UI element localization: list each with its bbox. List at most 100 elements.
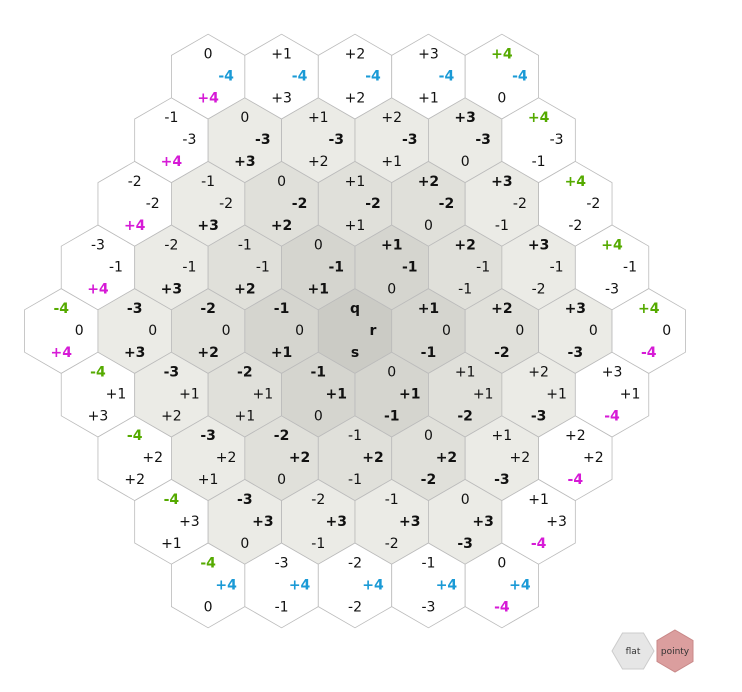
flat-toggle-button[interactable]: flat [611,632,655,670]
r-coordinate-label: -1 [550,259,564,275]
s-coordinate-label: -4 [568,472,584,488]
q-coordinate-label: 0 [277,174,286,190]
q-coordinate-label: -3 [237,492,253,508]
hex-cell: -2-2+4 [97,160,172,247]
r-coordinate-label: -1 [476,259,490,275]
q-coordinate-label: +2 [381,110,402,126]
q-coordinate-label: -2 [237,365,253,381]
s-coordinate-label: +2 [197,345,218,361]
s-coordinate-label: -3 [494,472,510,488]
q-coordinate-label: +4 [601,237,623,253]
r-coordinate-label: -2 [219,196,233,212]
q-coordinate-label: -2 [200,301,216,317]
hex-cell: -1+3-2 [354,478,429,565]
r-coordinate-label: -4 [512,69,528,85]
s-coordinate-label: -4 [531,536,547,552]
s-coordinate-label: 0 [461,154,470,170]
q-coordinate-label: 0 [424,428,433,444]
q-coordinate-label: +2 [454,237,475,253]
r-coordinate-label: +1 [399,387,420,403]
q-coordinate-label: -3 [127,301,143,317]
flat-hexagon-icon [611,632,655,670]
s-coordinate-label: +1 [418,91,439,107]
r-coordinate-label: 0 [515,323,524,339]
r-coordinate-label: +1 [326,387,347,403]
s-coordinate-label: -1 [384,409,400,425]
hex-cell: +1-4+3 [244,33,319,120]
s-coordinate-label: +4 [161,154,183,170]
r-coordinate-label: 0 [442,323,451,339]
r-coordinate-label: +2 [510,450,531,466]
q-coordinate-label: +3 [454,110,475,126]
r-coordinate-label: -3 [402,132,418,148]
q-coordinate-label: -2 [348,555,362,571]
s-coordinate-label: -4 [494,599,510,615]
r-coordinate-label: +1 [620,387,641,403]
hex-cell: +2 -4 +2 [317,33,393,120]
hex-cell: +2 +1 -3 [501,351,576,438]
pointy-toggle-button[interactable]: pointy [656,629,694,673]
r-coordinate-label: -2 [292,196,308,212]
r-coordinate-label: 0 [295,323,304,339]
r-coordinate-label: +1 [546,387,567,403]
s-coordinate-label: -2 [385,536,399,552]
q-coordinate-label: +1 [455,365,476,381]
q-coordinate-label: 0 [497,555,506,571]
q-coordinate-label: 0 [314,237,323,253]
hex-cell: -3+4-1 [244,542,319,629]
s-coordinate-label: -2 [421,472,437,488]
r-coordinate-label: -1 [623,259,637,275]
hex-cell: -3 0+3 [97,288,172,374]
q-coordinate-label: -3 [164,365,180,381]
hex-cell: +4-1-3 [574,224,650,311]
q-coordinate-label: +3 [491,174,512,190]
r-coordinate-label: 0 [75,323,84,339]
s-coordinate-label: 0 [204,599,213,615]
s-coordinate-label: -3 [421,599,435,615]
r-coordinate-label: -1 [182,259,196,275]
s-coordinate-label: +2 [161,409,182,425]
s-coordinate-label: +3 [88,409,109,425]
r-coordinate-label: 0 [148,323,157,339]
q-coordinate-label: -3 [275,555,289,571]
q-coordinate-label: +1 [345,174,366,190]
r-coordinate-label: +2 [362,450,383,466]
q-coordinate-label: +4 [528,110,550,126]
s-coordinate-label: -1 [458,281,472,297]
q-coordinate-label: +1 [381,237,402,253]
q-coordinate-label: 0 [240,110,249,126]
s-coordinate-label: 0 [240,536,249,552]
hex-cell: +1 +3 -4 [501,478,576,565]
q-coordinate-label: 0 [387,365,396,381]
r-coordinate-label: +2 [142,450,163,466]
s-coordinate-label: +3 [234,154,255,170]
pointy-hexagon-icon [656,629,694,673]
s-coordinate-label: +1 [308,281,329,297]
r-coordinate-label: -2 [586,196,600,212]
r-coordinate-label: -1 [402,259,418,275]
s-coordinate-label: s [351,345,359,361]
r-coordinate-label: -1 [109,259,123,275]
hex-shape [611,288,686,374]
r-coordinate-label: +1 [473,387,494,403]
hex-cell: -3 +30 [207,478,282,565]
q-coordinate-label: -1 [201,174,215,190]
s-coordinate-label: -3 [568,345,584,361]
q-coordinate-label: -4 [200,555,216,571]
q-coordinate-label: -3 [91,237,105,253]
r-coordinate-label: +3 [472,514,493,530]
hex-cell: -3-1+4 [60,224,136,311]
r-coordinate-label: +1 [106,387,127,403]
q-coordinate-label: -1 [385,492,399,508]
r-coordinate-label: +4 [289,577,311,593]
r-coordinate-label: +2 [583,450,604,466]
q-coordinate-label: -2 [274,428,290,444]
r-coordinate-label: +3 [252,514,273,530]
s-coordinate-label: +1 [381,154,402,170]
hex-cell: -2+4-2 [317,542,393,629]
q-coordinate-label: +3 [602,365,623,381]
r-coordinate-label: +3 [546,514,567,530]
s-coordinate-label: -1 [348,472,362,488]
q-coordinate-label: -1 [274,301,290,317]
hex-cell: -1-2+3 [170,160,246,247]
